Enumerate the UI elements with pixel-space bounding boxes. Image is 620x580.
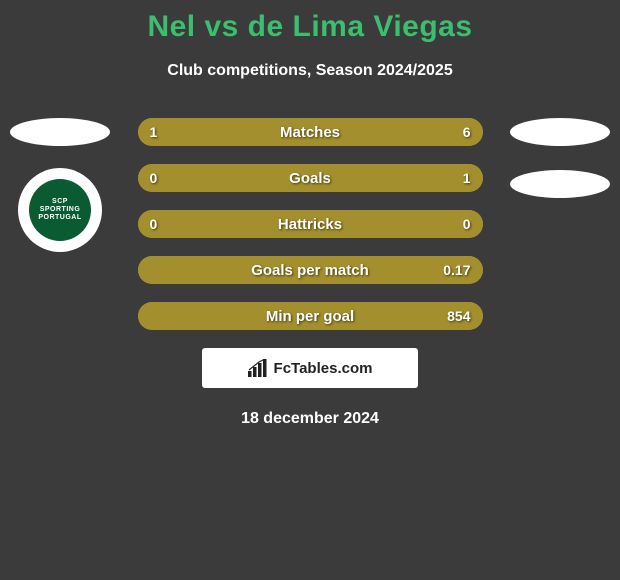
page-title: Nel vs de Lima Viegas [0, 0, 620, 44]
badge-text-1: SCP [52, 198, 68, 206]
bar-label: Goals per match [138, 256, 483, 284]
chart-icon [248, 359, 268, 377]
bar-row: Goals0 1 [138, 164, 483, 192]
bar-value-right: 1 [463, 164, 471, 192]
bar-value-left: 0 [150, 210, 158, 238]
bar-value-right: 6 [463, 118, 471, 146]
bar-value-right: 854 [447, 302, 470, 330]
attribution-text: FcTables.com [274, 360, 373, 377]
player-avatar-placeholder [510, 118, 610, 146]
comparison-bars: Matches16Goals01Hattricks00Goals per mat… [138, 118, 483, 330]
club-badge-placeholder [510, 170, 610, 198]
bar-value-left: 1 [150, 118, 158, 146]
sporting-badge-icon: SCP SPORTING PORTUGAL [29, 179, 91, 241]
bar-value-right: 0.17 [443, 256, 470, 284]
badge-text-2: SPORTING [40, 206, 81, 214]
comparison-infographic: Nel vs de Lima Viegas Club competitions,… [0, 0, 620, 580]
club-badge-left: SCP SPORTING PORTUGAL [18, 168, 102, 252]
subtitle: Club competitions, Season 2024/2025 [0, 62, 620, 80]
bar-label: Goals [138, 164, 483, 192]
bar-value-left: 0 [150, 164, 158, 192]
date-text: 18 december 2024 [0, 410, 620, 428]
bar-row: Goals per match0.17 [138, 256, 483, 284]
attribution-box: FcTables.com [202, 348, 418, 388]
bar-label: Min per goal [138, 302, 483, 330]
badge-text-3: PORTUGAL [38, 214, 81, 222]
bar-row: Min per goal854 [138, 302, 483, 330]
bar-label: Matches [138, 118, 483, 146]
bar-row: Matches1 6 [138, 118, 483, 146]
bar-label: Hattricks [138, 210, 483, 238]
bar-row: Hattricks0 0 [138, 210, 483, 238]
player-avatar-placeholder [10, 118, 110, 146]
left-player-column: SCP SPORTING PORTUGAL [10, 118, 110, 252]
bar-value-right: 0 [463, 210, 471, 238]
right-player-column [510, 118, 610, 198]
main-area: SCP SPORTING PORTUGAL Matches16Goals01Ha… [0, 118, 620, 330]
